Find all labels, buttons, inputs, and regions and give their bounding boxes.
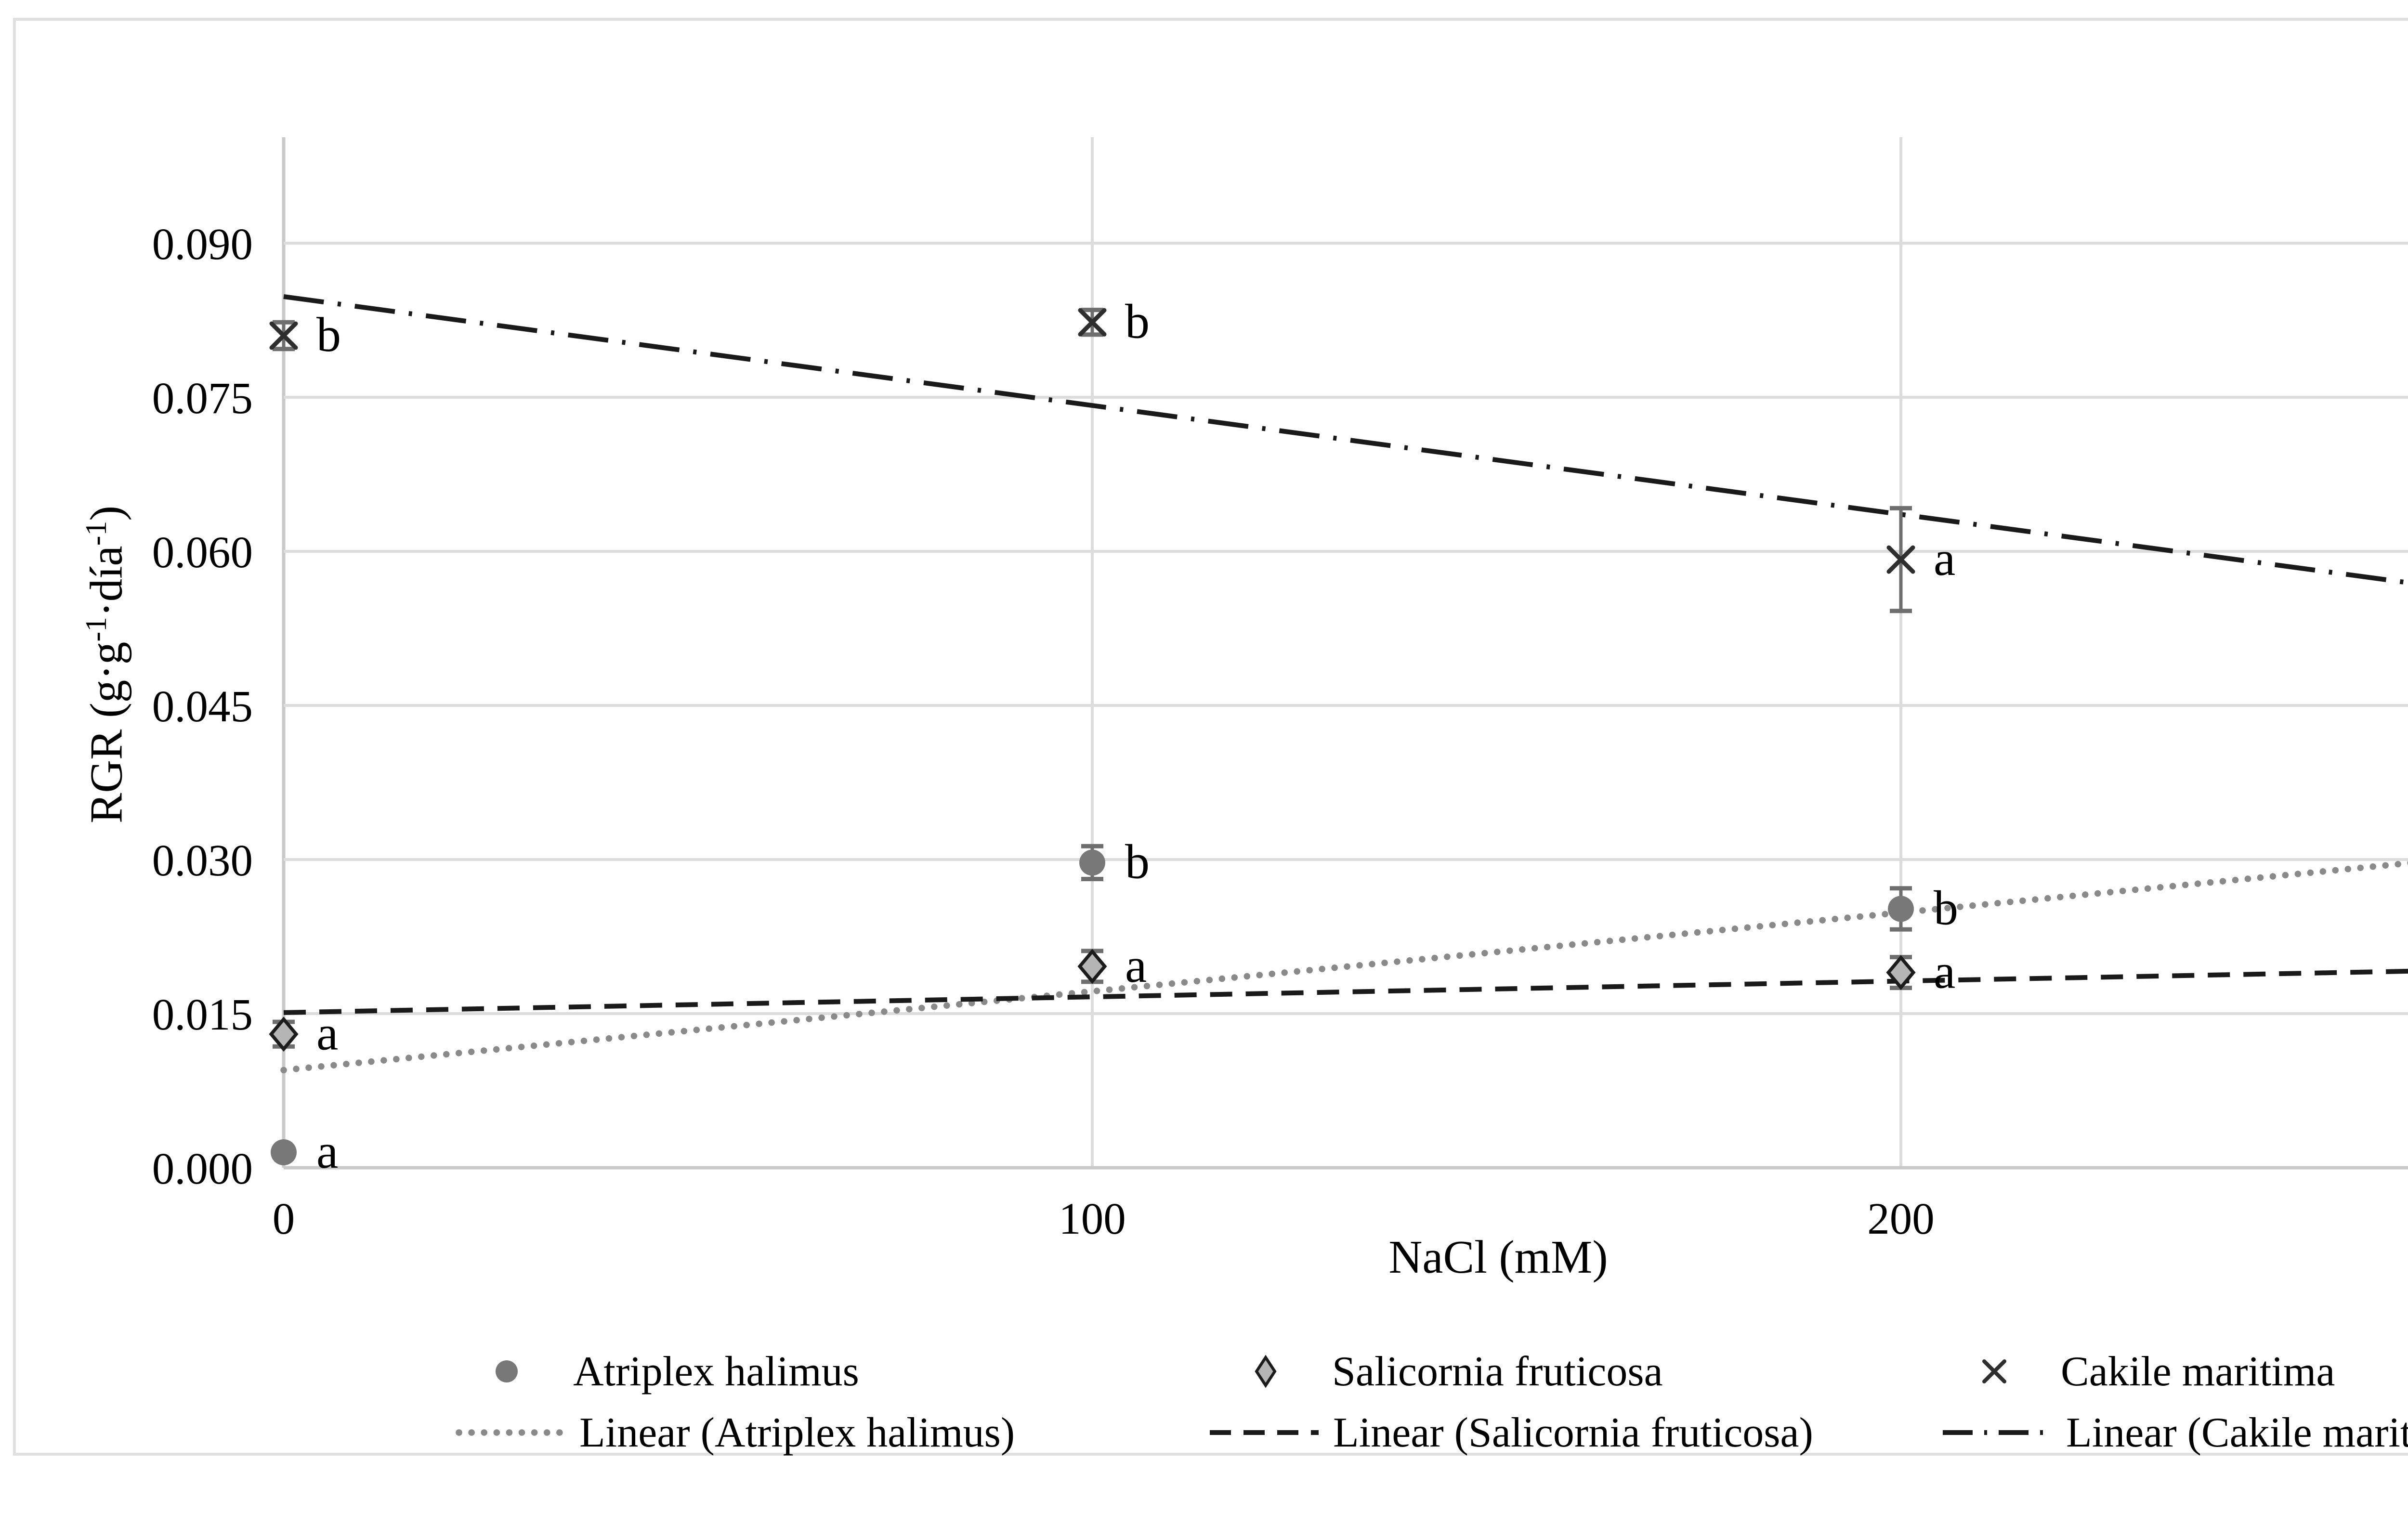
data-point-diamond [1886,955,1916,991]
data-point-diamond [1077,949,1107,984]
y-axis-title-text: RGR (g·g [80,641,132,824]
legend-label: Linear (Salicornia fruticosa) [1333,1409,1813,1456]
point-significance-label: b [1934,881,1958,935]
legend-item-linear-atriplex: Linear (Atriplex halimus) [455,1404,1015,1461]
data-point-x [269,321,298,350]
dotted-line-icon [456,1429,565,1436]
point-significance-label: b [1125,294,1150,349]
y-axis-title-text: ) [80,506,132,521]
point-significance-label: a [1934,532,1955,586]
y-tick-label: 0.000 [152,1144,253,1194]
data-point-circle [1079,849,1105,876]
y-tick-label: 0.045 [152,682,253,731]
y-tick-label: 0.030 [152,836,253,886]
point-significance-label: b [316,308,341,362]
data-point-circle [1888,896,1914,922]
legend-label: Atriplex halimus [573,1348,859,1395]
legend-label: Salicornia fruticosa [1332,1348,1663,1395]
dash-dot-line-icon [1943,1430,2052,1435]
legend-item-atriplex-halimus: Atriplex halimus [492,1343,859,1400]
point-significance-label: a [1125,938,1147,993]
data-point-circle [271,1139,297,1165]
data-point-x [1078,308,1107,337]
x-tick-label: 0 [273,1194,295,1244]
point-significance-label: b [1125,834,1150,889]
y-tick-label: 0.090 [152,220,253,269]
legend-item-cakile-maritima: Cakile maritima [1980,1343,2335,1400]
x-tick-label: 100 [1059,1194,1126,1244]
legend-item-linear-cakile: Linear (Cakile maritima) [1942,1404,2408,1461]
trend-line-dashed [283,968,2408,1015]
y-tick-label: 0.075 [152,374,253,423]
trend-line-dashdot [283,294,2408,586]
x-tick-label: 200 [1867,1194,1935,1244]
legend-item-linear-salicornia: Linear (Salicornia fruticosa) [1209,1404,1813,1461]
trend-line-dotted [280,860,2408,1074]
y-axis-title: RGR (g·g-1·día-1) [65,352,132,978]
legend-label: Linear (Atriplex halimus) [579,1409,1015,1456]
superscript: -1 [80,521,113,546]
y-axis-title-text: ·día [80,546,132,617]
point-significance-label: a [1934,945,1955,999]
data-point-diamond [269,1017,299,1052]
x-marker-icon [1982,1359,2006,1383]
y-tick-label: 0.060 [152,528,253,577]
dashed-line-icon [1210,1430,1319,1435]
data-point-x [1886,545,1915,574]
legend-label: Linear (Cakile maritima) [2066,1409,2408,1456]
x-axis-title: NaCl (mM) [1388,1231,1608,1283]
y-tick-label: 0.015 [152,990,253,1040]
superscript: -1 [80,617,113,642]
point-significance-label: a [316,1124,338,1179]
circle-marker-icon [496,1360,518,1382]
point-significance-label: a [316,1006,338,1061]
chart-frame [13,18,2408,1456]
legend-item-salicornia-fruticosa: Salicornia fruticosa [1251,1343,1663,1400]
legend-label: Cakile maritima [2061,1348,2335,1395]
diamond-marker-icon [1255,1355,1277,1388]
